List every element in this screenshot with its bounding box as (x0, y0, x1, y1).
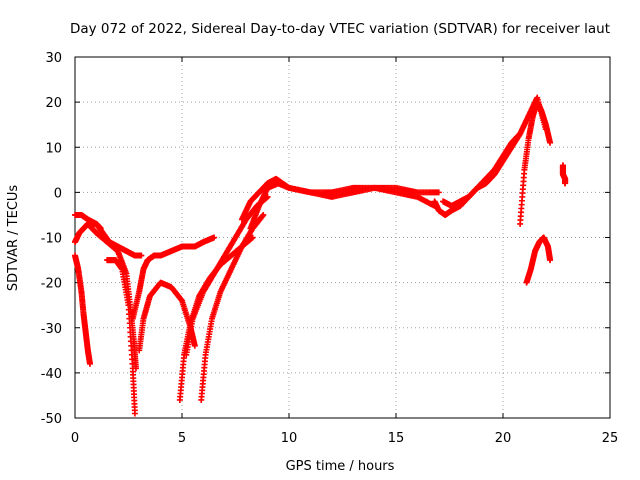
data-point (547, 139, 554, 146)
data-point (97, 225, 104, 232)
data-point (249, 234, 256, 241)
x-tick-label: 20 (495, 431, 512, 446)
series-arc-11 (247, 180, 442, 232)
data-point (138, 252, 145, 259)
x-tick-label: 25 (602, 431, 619, 446)
series-arc-5 (104, 257, 138, 417)
data-point (260, 211, 267, 218)
x-axis-label: GPS time / hours (286, 459, 395, 474)
series-arc-10 (198, 211, 267, 403)
y-tick-label: 10 (45, 141, 62, 156)
y-tick-label: 0 (54, 186, 62, 201)
data-point (86, 360, 93, 367)
data-point (131, 410, 138, 417)
series-arc-3 (72, 252, 93, 367)
chart-title: Day 072 of 2022, Sidereal Day-to-day VTE… (70, 21, 610, 37)
y-tick-label: -30 (41, 322, 62, 337)
y-tick-label: -50 (41, 412, 62, 427)
series-arc-9 (183, 193, 271, 358)
y-tick-label: 30 (45, 51, 62, 66)
y-tick-label: 20 (45, 96, 62, 111)
y-axis-label: SDTVAR / TECUs (6, 185, 21, 292)
series-arc-6 (129, 234, 218, 322)
series-arc-17 (559, 162, 569, 187)
series-arc-16 (523, 234, 554, 286)
data-point (435, 189, 442, 196)
y-tick-label: -20 (41, 277, 62, 292)
series-arc-15 (517, 99, 554, 227)
x-tick-label: 5 (178, 431, 186, 446)
x-tick-label: 15 (388, 431, 405, 446)
series-arc-12 (238, 175, 438, 223)
axis-ticks: 0 5 10 15 20 25 -50 -40 -30 -20 -10 0 10 20 30 (41, 51, 619, 446)
data-point (562, 180, 569, 187)
data-point (547, 257, 554, 264)
y-tick-label: -10 (41, 232, 62, 247)
x-tick-label: 0 (71, 431, 79, 446)
x-tick-label: 10 (281, 431, 298, 446)
data-points (72, 94, 569, 417)
data-point (211, 234, 218, 241)
data-point (191, 342, 198, 349)
series-arc-1 (72, 211, 145, 259)
y-tick-label: -40 (41, 367, 62, 382)
